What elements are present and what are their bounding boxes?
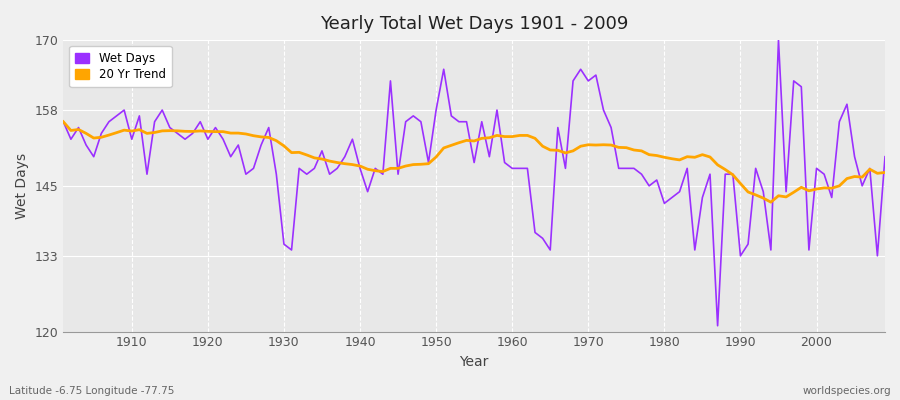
Legend: Wet Days, 20 Yr Trend: Wet Days, 20 Yr Trend [69,46,172,87]
Bar [63,110,885,186]
Y-axis label: Wet Days: Wet Days [15,153,29,219]
X-axis label: Year: Year [460,355,489,369]
Text: Latitude -6.75 Longitude -77.75: Latitude -6.75 Longitude -77.75 [9,386,175,396]
Text: worldspecies.org: worldspecies.org [803,386,891,396]
Title: Yearly Total Wet Days 1901 - 2009: Yearly Total Wet Days 1901 - 2009 [320,15,628,33]
